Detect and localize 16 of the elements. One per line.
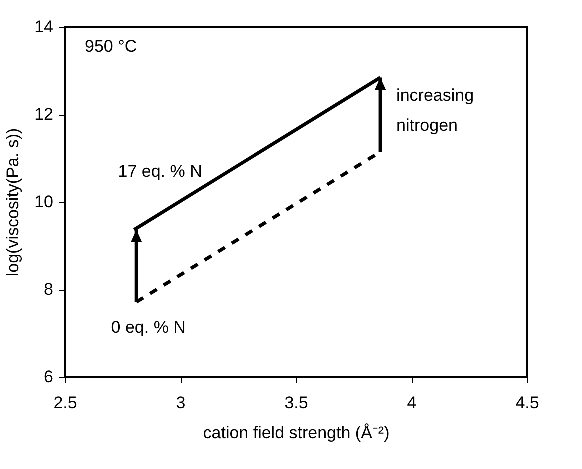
x-tick-label: 3.5 bbox=[284, 394, 308, 412]
x-tick-label: 2.5 bbox=[54, 394, 78, 412]
x-tick-label: 4.5 bbox=[516, 394, 540, 412]
y-tick-label: 6 bbox=[44, 368, 54, 386]
y-tick-label: 12 bbox=[34, 105, 54, 124]
annotation: increasing nitrogen bbox=[396, 86, 474, 135]
y-tick-label: 14 bbox=[34, 18, 54, 36]
series-label: 17 eq. % N bbox=[118, 162, 202, 181]
y-tick-label: 8 bbox=[44, 280, 54, 299]
x-tick-label: 3 bbox=[176, 394, 186, 412]
x-axis-title: cation field strength (Å⁻²) bbox=[203, 424, 390, 442]
y-axis-title: log(viscosity(Pa. s)) bbox=[4, 128, 23, 277]
annotation: 950 °C bbox=[85, 37, 138, 56]
y-tick-label: 10 bbox=[34, 192, 54, 212]
series-label: 0 eq. % N bbox=[111, 318, 186, 338]
x-tick-label: 4 bbox=[407, 394, 417, 412]
